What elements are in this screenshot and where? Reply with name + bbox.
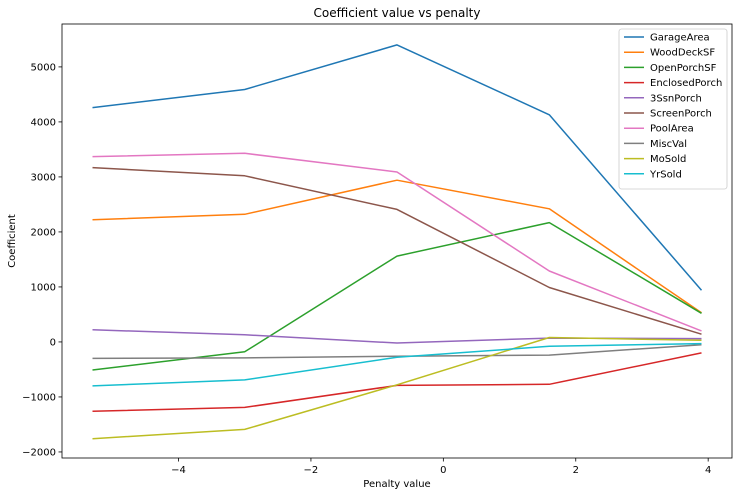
x-tick-label: 2 [573,465,579,476]
series-line-wooddecksf [92,179,702,314]
legend-label: 3SsnPorch [650,93,702,104]
series-line-miscval [92,343,702,360]
series-line-mosold [92,336,702,440]
x-axis: −4 −2 0 2 4 [171,458,711,476]
legend: GarageArea WoodDeckSF OpenPorchSF EnclosedP… [618,28,728,190]
legend-label: OpenPorchSF [650,63,717,74]
legend-frame [618,28,728,190]
x-tick-label: 4 [705,465,711,476]
plot-frame [61,23,733,459]
y-tick-label: 4000 [31,117,56,128]
y-tick-label: 5000 [31,62,56,73]
y-tick-label: 0 [50,337,56,348]
y-tick-label: −2000 [22,447,56,458]
legend-label: YrSold [649,169,682,180]
x-tick-label: 0 [440,465,446,476]
y-axis: −2000 −1000 0 1000 2000 3000 4000 5000 [22,62,62,458]
legend-label: WoodDeckSF [650,48,715,59]
y-tick-label: 2000 [31,227,56,238]
y-axis-label: Coefficient [7,214,18,268]
series-line-yrsold [92,342,702,387]
series-line-garagearea [92,44,703,291]
legend-label: MiscVal [650,139,687,150]
x-tick-label: −4 [171,465,186,476]
legend-label: MoSold [650,154,686,165]
y-tick-label: 3000 [31,172,56,183]
y-tick-label: −1000 [22,392,56,403]
x-tick-label: −2 [304,465,319,476]
y-tick-label: 1000 [31,282,56,293]
series-line-poolarea [92,152,702,332]
series-lines [92,44,703,440]
series-line-screenporch [92,166,702,335]
legend-label: PoolArea [650,124,694,135]
legend-label: EnclosedPorch [650,78,722,89]
legend-label: GarageArea [650,33,710,44]
legend-label: ScreenPorch [650,109,712,120]
chart-title: Coefficient value vs penalty [313,6,480,20]
x-axis-label: Penalty value [363,479,430,490]
